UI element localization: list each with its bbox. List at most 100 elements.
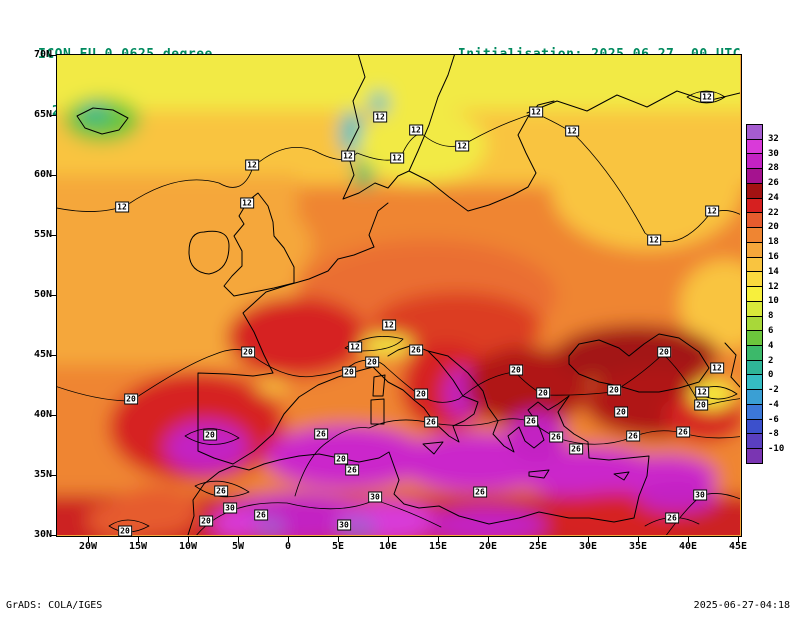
contour-label: 20: [657, 346, 671, 358]
lon-tick-label: 10E: [378, 541, 398, 552]
lon-tick-label: 10W: [178, 541, 198, 552]
temperature-field-map: [57, 55, 740, 535]
contour-label: 12: [529, 106, 543, 118]
contour-label: 26: [254, 509, 268, 521]
contour-label: 12: [245, 159, 259, 171]
lat-tick-label: 50N: [33, 289, 52, 300]
colorbar-cell: [747, 125, 762, 140]
contour-label: 12: [390, 152, 404, 164]
lat-tick-label: 70N: [33, 49, 52, 60]
colorbar-tick-label: -4: [768, 399, 779, 410]
contour-label: 20: [614, 406, 628, 418]
colorbar-cell: [747, 449, 762, 463]
contour-label: 26: [549, 431, 563, 443]
colorbar-tick-label: 28: [768, 163, 779, 174]
lat-tick-label: 30N: [33, 529, 52, 540]
lat-axis-tick: [50, 414, 56, 416]
lon-axis-tick: [537, 536, 539, 542]
contour-label: 20: [118, 525, 132, 537]
contour-label: 12: [240, 197, 254, 209]
contour-label: 30: [223, 502, 237, 514]
colorbar-tick-label: 22: [768, 207, 779, 218]
contour-label: 12: [373, 111, 387, 123]
contour-label: 12: [348, 341, 362, 353]
colorbar-cell: [747, 360, 762, 376]
lon-tick-label: 5W: [231, 541, 245, 552]
colorbar-cell: [747, 419, 762, 435]
contour-label: 12: [115, 201, 129, 213]
lon-tick-label: 40E: [678, 541, 698, 552]
lat-tick-label: 55N: [33, 229, 52, 240]
contour-label: 12: [341, 150, 355, 162]
colorbar-cell: [747, 390, 762, 405]
contour-label: 12: [695, 386, 709, 398]
contour-label: 20: [694, 399, 708, 411]
lat-axis-tick: [50, 54, 56, 56]
contour-label: 20: [342, 366, 356, 378]
contour-label: 26: [345, 464, 359, 476]
contour-label: 20: [203, 429, 217, 441]
colorbar-tick-label: 18: [768, 237, 779, 248]
contour-label: 12: [455, 140, 469, 152]
contour-label: 12: [565, 125, 579, 137]
lon-axis-tick: [737, 536, 739, 542]
lon-tick-label: 45E: [728, 541, 748, 552]
colorbar-tick-label: -8: [768, 429, 779, 440]
contour-label: 26: [424, 416, 438, 428]
contour-label: 26: [626, 430, 640, 442]
colorbar-cell: [747, 331, 762, 347]
colorbar-cell: [747, 434, 762, 450]
lon-axis-tick: [687, 536, 689, 542]
colorbar-cell: [747, 375, 762, 391]
contour-label: 12: [647, 234, 661, 246]
isotherm-layer: [57, 90, 740, 535]
creation-timestamp: 2025-06-27-04:18: [693, 600, 790, 611]
lon-tick-label: 35E: [628, 541, 648, 552]
lon-axis-tick: [437, 536, 439, 542]
contour-label: 12: [705, 205, 719, 217]
colorbar-tick-label: 12: [768, 281, 779, 292]
colorbar-cell: [747, 228, 762, 243]
lon-axis-tick: [87, 536, 89, 542]
temperature-field-layer: [57, 55, 740, 535]
lon-tick-label: 20E: [478, 541, 498, 552]
contour-label: 30: [693, 489, 707, 501]
lon-tick-label: 25E: [528, 541, 548, 552]
grads-credit: GrADS: COLA/IGES: [6, 600, 103, 611]
contour-label: 20: [199, 515, 213, 527]
contour-label: 12: [409, 124, 423, 136]
colorbar-cell: [747, 154, 762, 170]
lat-axis-tick: [50, 534, 56, 536]
lon-tick-label: 0: [284, 541, 292, 552]
lon-axis-tick: [387, 536, 389, 542]
colorbar-cell: [747, 198, 762, 214]
lon-tick-label: 5E: [331, 541, 345, 552]
map-plot-area: 12 12 12 12 12 12 12 12 12 12 12 12 12 12 12 12 12 20 20 20…: [56, 54, 742, 537]
colorbar-tick-label: 10: [768, 296, 779, 307]
contour-label: 26: [473, 486, 487, 498]
contour-label: 20: [607, 384, 621, 396]
colorbar-tick-label: 8: [768, 311, 774, 322]
colorbar-cell: [747, 213, 762, 229]
colorbar-tick-label: 20: [768, 222, 779, 233]
contour-label: 20: [536, 387, 550, 399]
contour-label: 20: [124, 393, 138, 405]
contour-label: 20: [509, 364, 523, 376]
contour-label: 20: [365, 356, 379, 368]
colorbar-cell: [747, 242, 762, 258]
lat-tick-label: 35N: [33, 469, 52, 480]
contour-label: 30: [368, 491, 382, 503]
contour-label: 26: [524, 415, 538, 427]
colorbar-cell: [747, 257, 762, 273]
colorbar-tick-label: 26: [768, 178, 779, 189]
contour-label: 26: [409, 344, 423, 356]
colorbar-cell: [747, 169, 762, 184]
lat-axis-tick: [50, 174, 56, 176]
lon-tick-label: 15E: [428, 541, 448, 552]
lat-axis-tick: [50, 294, 56, 296]
colorbar-cell: [747, 287, 762, 302]
lat-tick-label: 60N: [33, 169, 52, 180]
lat-tick-label: 45N: [33, 349, 52, 360]
colorbar-tick-label: 2: [768, 355, 774, 366]
